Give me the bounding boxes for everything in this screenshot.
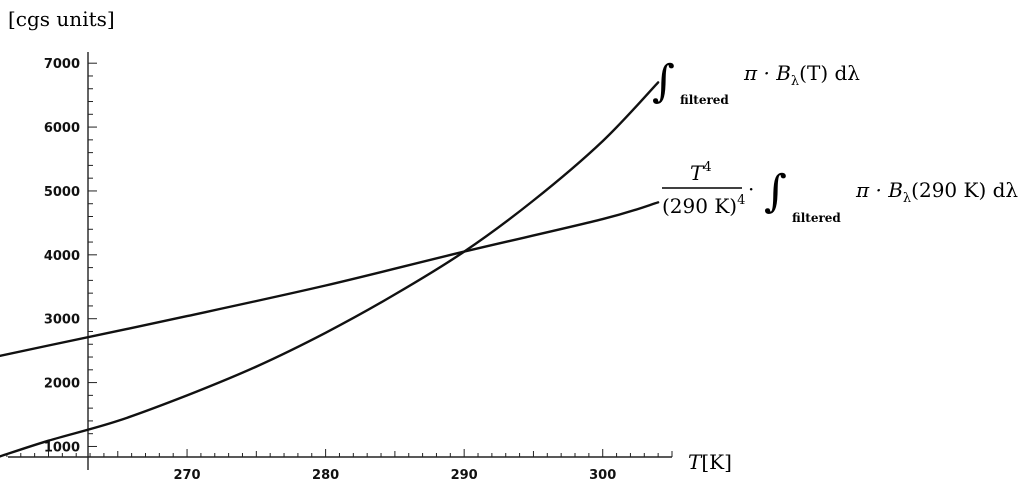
y-tick-label: 3000 [44, 313, 80, 328]
series-line-filtered [0, 81, 660, 458]
x-tick-label: 290 [451, 468, 478, 483]
series-line-t4 [0, 201, 660, 357]
axes [8, 52, 672, 470]
expr-lambda-sub-2: λ [903, 191, 911, 206]
expr-rest-2: (290 K) dλ [911, 178, 1018, 202]
denominator-text: (290 K) [662, 194, 737, 218]
y-tick-label: 5000 [44, 185, 80, 200]
expr-pi: π · B [743, 61, 791, 85]
integral-sign: ∫ [652, 56, 675, 107]
denominator-exp: 4 [737, 193, 745, 208]
x-tick-label: 280 [312, 468, 339, 483]
ticks: 270 280 290 300 1000 2000 3000 4000 5000 6000 7000 [6, 57, 673, 483]
expr-rest: (T) dλ [799, 61, 860, 85]
expr-lambda-sub: λ [791, 74, 799, 89]
x-axis-unit: [K] [701, 450, 732, 474]
y-tick-label: 4000 [44, 249, 80, 264]
integral-sign-2: ∫ [764, 166, 787, 217]
t4-denominator: (290 K)4 [662, 193, 745, 218]
annotation-t4-expr: π · Bλ(290 K) dλ [855, 178, 1018, 206]
integral-subscript: filtered [680, 93, 729, 107]
x-tick-label: 300 [589, 468, 616, 483]
x-tick-label: 270 [173, 468, 200, 483]
unit-label: [cgs units] [8, 7, 115, 31]
y-tick-label: 1000 [44, 440, 80, 455]
x-axis-var: T [688, 450, 703, 474]
y-tick-label: 6000 [44, 121, 80, 136]
numerator-var: T [690, 161, 705, 185]
numerator-exp: 4 [703, 160, 711, 175]
series-lines [0, 81, 660, 458]
annotation-filtered-expr: π · Bλ(T) dλ [743, 61, 860, 89]
t4-numerator: T4 [690, 160, 712, 185]
annotation-filtered: ∫ filtered π · Bλ(T) dλ [652, 56, 860, 107]
expr-pi-2: π · B [855, 178, 903, 202]
y-tick-label: 7000 [44, 57, 80, 72]
annotation-t4: T4 (290 K)4 · ∫ filtered π · Bλ(290 K) d… [662, 160, 1018, 225]
x-axis-title: T[K] [688, 450, 732, 474]
integral-subscript-2: filtered [792, 211, 841, 225]
y-tick-label: 2000 [44, 377, 80, 392]
dot-operator: · [748, 177, 754, 201]
